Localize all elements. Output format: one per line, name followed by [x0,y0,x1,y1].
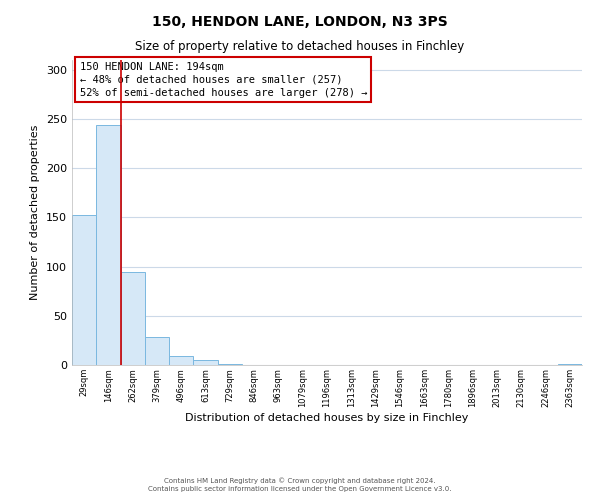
Bar [193,360,218,365]
Bar [169,356,193,365]
Bar [121,272,145,365]
Y-axis label: Number of detached properties: Number of detached properties [31,125,40,300]
Text: Contains HM Land Registry data © Crown copyright and database right 2024.
Contai: Contains HM Land Registry data © Crown c… [148,478,452,492]
Text: 150 HENDON LANE: 194sqm
← 48% of detached houses are smaller (257)
52% of semi-d: 150 HENDON LANE: 194sqm ← 48% of detache… [80,62,367,98]
Bar [558,364,582,365]
X-axis label: Distribution of detached houses by size in Finchley: Distribution of detached houses by size … [185,412,469,422]
Text: 150, HENDON LANE, LONDON, N3 3PS: 150, HENDON LANE, LONDON, N3 3PS [152,15,448,29]
Bar [96,125,121,365]
Bar [145,338,169,365]
Bar [218,364,242,365]
Text: Size of property relative to detached houses in Finchley: Size of property relative to detached ho… [136,40,464,53]
Bar [72,216,96,365]
